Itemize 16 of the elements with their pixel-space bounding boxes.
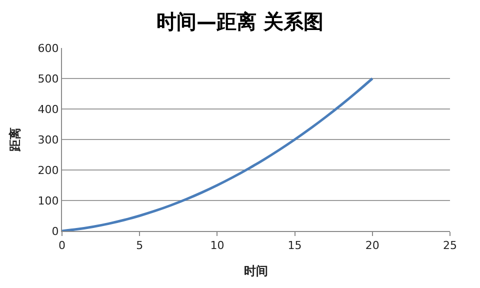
y-tick-label: 200: [38, 164, 59, 177]
x-tick-label: 10: [210, 239, 224, 252]
y-tick-label: 400: [38, 102, 59, 116]
line-series: [62, 77, 374, 231]
x-tick-label: 15: [288, 239, 302, 252]
y-axis-title: 距离: [8, 128, 22, 152]
chart-title: 时间—距离 关系图: [156, 9, 324, 34]
x-tick-label: 25: [443, 239, 457, 252]
y-tick-label: 300: [38, 133, 59, 146]
y-tick-label: 600: [38, 42, 59, 55]
x-axis-title: 时间: [244, 264, 268, 278]
x-tick-label: 5: [136, 239, 144, 252]
y-tick-label: 0: [52, 224, 59, 238]
y-tick-label: 500: [38, 72, 59, 86]
x-tick-label: 20: [365, 239, 380, 252]
y-tick-label: 100: [38, 194, 59, 208]
